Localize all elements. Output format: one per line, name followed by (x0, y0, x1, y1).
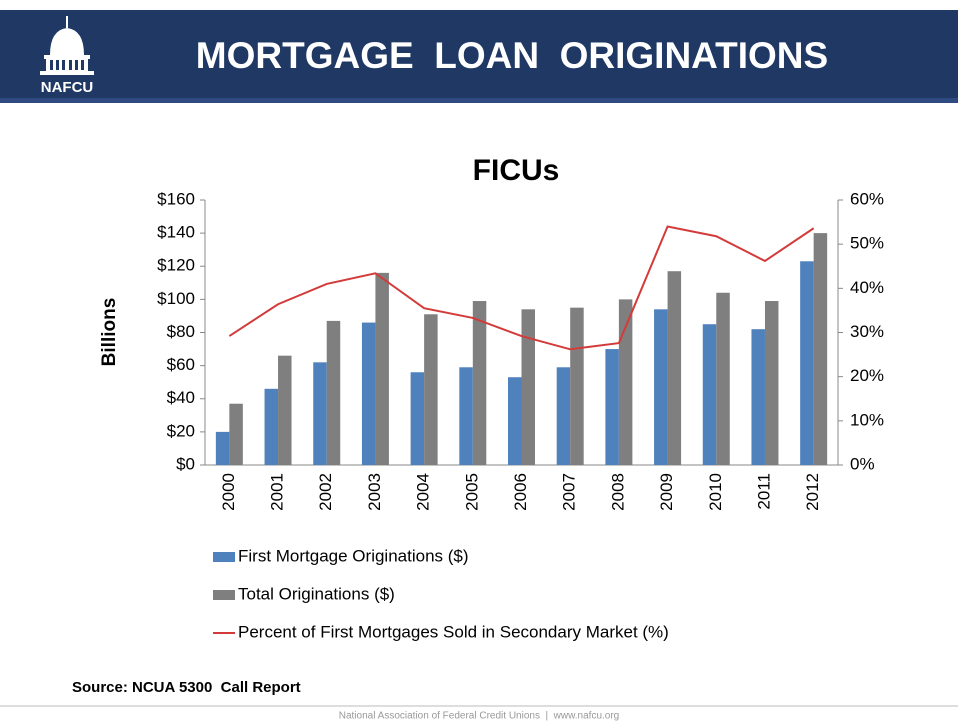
bar (800, 261, 814, 465)
x-tick-label: 2003 (365, 473, 384, 511)
bar (570, 307, 584, 465)
x-tick-label: 2005 (462, 473, 481, 511)
bar (716, 292, 730, 465)
bar (215, 431, 230, 465)
y2-tick-label: 50% (850, 234, 884, 253)
legend-label: First Mortgage Originations ($) (238, 546, 469, 565)
slide-title: MORTGAGE LOAN ORIGINATIONS (196, 35, 828, 76)
x-tick-label: 2007 (560, 473, 579, 511)
y-tick-label: $20 (167, 421, 195, 440)
x-tick-label: 2009 (657, 473, 676, 511)
y2-tick-label: 30% (850, 322, 884, 341)
bar (459, 367, 473, 465)
bar (278, 355, 292, 465)
bar (410, 372, 425, 465)
bar (326, 320, 341, 465)
line (228, 225, 815, 351)
bar (472, 301, 487, 465)
bar (654, 309, 668, 465)
bar (313, 362, 327, 465)
y-tick-label: $60 (167, 355, 195, 374)
y2-tick-label: 40% (850, 278, 884, 297)
bar (605, 349, 619, 465)
bar (375, 272, 389, 465)
y-axis-label: Billions (99, 298, 120, 367)
footer-text: National Association of Federal Credit U… (339, 711, 620, 721)
y2-tick-label: 0% (850, 454, 875, 473)
bar (618, 299, 633, 465)
chart-title: FICUs (473, 154, 560, 187)
bar (508, 377, 522, 465)
y-tick-label: $40 (167, 388, 195, 407)
bar (556, 367, 571, 465)
x-tick-label: 2000 (219, 473, 238, 511)
x-tick-label: 2004 (414, 473, 433, 511)
bar (764, 301, 779, 465)
y-tick-label: $100 (157, 289, 195, 308)
y-tick-label: $80 (167, 322, 195, 341)
y2-tick-label: 60% (850, 189, 884, 208)
bar (361, 322, 376, 465)
logo-text: NAFCU (41, 79, 94, 96)
bar (424, 314, 438, 465)
x-tick-label: 2001 (268, 473, 287, 511)
y2-tick-label: 20% (850, 366, 884, 385)
legend-swatch (213, 552, 235, 562)
bar (229, 403, 243, 465)
logo-columns (50, 60, 84, 70)
y-tick-label: $160 (157, 189, 195, 208)
legend-swatch (213, 590, 235, 600)
header-bar (0, 10, 958, 103)
bar (667, 271, 682, 465)
y2-tick-label: 10% (850, 410, 884, 429)
x-tick-label: 2008 (608, 473, 627, 511)
x-tick-label: 2010 (706, 473, 725, 511)
bar (521, 309, 535, 465)
x-tick-label: 2011 (754, 473, 773, 510)
source-note: Source: NCUA 5300 Call Report (72, 679, 301, 696)
legend-label: Percent of First Mortgages Sold in Secon… (238, 622, 669, 641)
x-tick-label: 2006 (511, 473, 530, 511)
y-tick-label: $140 (157, 223, 195, 242)
bar (813, 233, 828, 465)
x-tick-label: 2002 (316, 473, 335, 511)
x-tick-label: 2012 (803, 473, 822, 511)
y-tick-label: $0 (176, 454, 195, 473)
bar (264, 388, 279, 465)
y-tick-label: $120 (157, 256, 195, 275)
header-edge (0, 98, 958, 103)
bar (751, 329, 765, 465)
legend-label: Total Originations ($) (238, 584, 395, 603)
bar (702, 324, 717, 465)
